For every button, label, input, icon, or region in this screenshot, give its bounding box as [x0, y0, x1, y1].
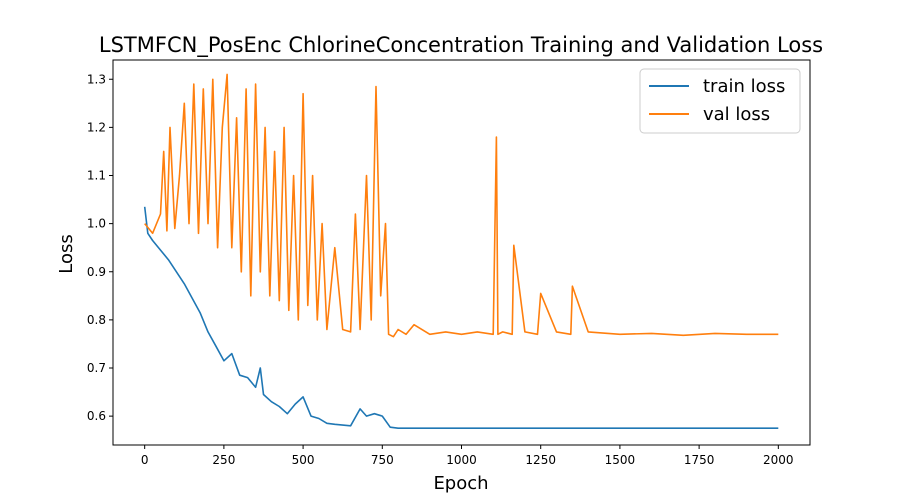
- x-axis-label: Epoch: [433, 473, 488, 494]
- x-tick-label: 750: [371, 453, 394, 467]
- chart-title: LSTMFCN_PosEnc ChlorineConcentration Tra…: [99, 33, 823, 58]
- y-tick-label: 0.9: [87, 265, 106, 279]
- y-axis-label: Loss: [56, 234, 77, 273]
- x-tick-label: 250: [212, 453, 235, 467]
- legend-label: train loss: [703, 76, 785, 97]
- x-tick-label: 1250: [525, 453, 556, 467]
- y-tick-label: 0.8: [87, 313, 106, 327]
- x-tick-label: 1000: [446, 453, 477, 467]
- legend: train loss val loss: [639, 68, 801, 134]
- x-tick-label: 0: [141, 453, 149, 467]
- y-tick-label: 1.3: [87, 72, 106, 86]
- x-tick-label: 1750: [684, 453, 715, 467]
- series-line-train-loss: [143, 206, 779, 429]
- x-axis: 0 250 500 750 1000 1250 1500 1750 2000: [141, 445, 794, 467]
- y-tick-label: 0.7: [87, 361, 106, 375]
- series-line-val-loss: [144, 73, 779, 338]
- y-axis: 0.6 0.7 0.8 0.9 1.0 1.1 1.2 1.3: [87, 72, 113, 423]
- x-tick-label: 2000: [763, 453, 794, 467]
- y-tick-label: 1.0: [87, 217, 106, 231]
- y-tick-label: 1.1: [87, 169, 106, 183]
- x-tick-label: 1500: [605, 453, 636, 467]
- x-tick-label: 500: [292, 453, 315, 467]
- y-tick-label: 1.2: [87, 120, 106, 134]
- legend-label: val loss: [703, 104, 770, 125]
- y-tick-label: 0.6: [87, 409, 106, 423]
